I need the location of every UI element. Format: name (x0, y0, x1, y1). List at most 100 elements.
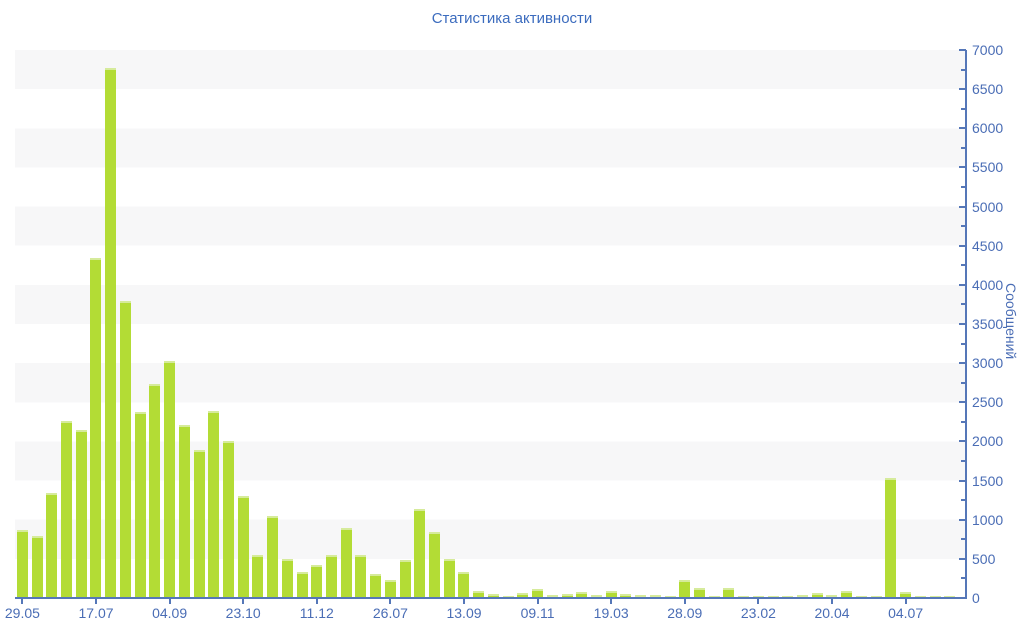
y-minor-tick (961, 146, 966, 149)
y-tick-label: 6000 (972, 120, 1004, 137)
bar-36 (532, 589, 544, 598)
y-axis-line (965, 50, 967, 599)
bar-11 (164, 361, 176, 598)
y-minor-tick (961, 107, 966, 110)
x-tick (168, 599, 171, 604)
bar-37 (546, 595, 558, 598)
y-major-tick (959, 440, 966, 443)
bar-26 (384, 580, 396, 598)
bar-24 (355, 555, 367, 598)
y-minor-tick (961, 577, 966, 580)
y-major-tick (959, 49, 966, 51)
x-tick-label: 13.09 (446, 605, 482, 621)
x-tick-label: 29.05 (4, 605, 40, 621)
bar-35 (517, 593, 529, 598)
y-tick-label: 0 (972, 590, 980, 606)
y-tick-label: 4000 (972, 276, 1004, 293)
bar-15 (222, 441, 234, 598)
x-tick (242, 599, 245, 604)
bar-33 (487, 594, 499, 598)
x-tick (757, 599, 760, 604)
y-major-tick (959, 597, 966, 599)
bar-1 (16, 530, 28, 598)
bar-54 (797, 595, 809, 598)
bar-17 (252, 555, 264, 598)
y-major-tick (959, 557, 966, 560)
bar-44 (649, 595, 661, 598)
bar-43 (635, 595, 647, 598)
bar-2 (31, 536, 43, 598)
bars-container (15, 50, 957, 598)
bar-29 (429, 532, 441, 598)
x-tick (389, 599, 392, 604)
y-tick-label: 5000 (972, 198, 1004, 215)
y-minor-tick (961, 499, 966, 502)
bar-10 (149, 384, 161, 598)
bar-7 (105, 68, 117, 598)
y-major-tick (959, 479, 966, 482)
x-tick-label: 20.04 (814, 605, 850, 621)
bar-13 (193, 450, 205, 598)
y-major-tick (959, 88, 966, 91)
y-tick-label: 3000 (972, 355, 1004, 372)
bar-39 (576, 592, 588, 598)
y-tick-label: 500 (972, 550, 996, 567)
y-tick-label: 7000 (972, 42, 1004, 58)
x-tick (904, 599, 907, 604)
bar-23 (340, 528, 352, 598)
bar-8 (119, 301, 131, 598)
bar-25 (370, 574, 382, 598)
y-tick-label: 4500 (972, 237, 1004, 254)
y-axis-title: Сообщений (1003, 283, 1019, 360)
x-tick-label: 28.09 (667, 605, 703, 621)
x-tick (610, 599, 613, 604)
bar-20 (296, 572, 308, 598)
y-tick-label: 6500 (972, 81, 1004, 98)
x-tick-label: 04.07 (888, 605, 924, 621)
bar-27 (399, 560, 411, 598)
bar-21 (311, 565, 323, 598)
x-tick-label: 09.11 (520, 605, 555, 621)
bar-3 (46, 493, 58, 598)
y-minor-tick (961, 342, 966, 345)
y-minor-tick (961, 186, 966, 188)
y-major-tick (959, 401, 966, 404)
bar-60 (885, 478, 897, 598)
bar-57 (841, 591, 853, 598)
y-minor-tick (961, 538, 966, 541)
x-tick (315, 599, 318, 604)
y-minor-tick (961, 420, 966, 423)
y-tick-label: 3500 (972, 316, 1004, 332)
plot-area (15, 50, 966, 598)
bar-19 (281, 559, 293, 598)
y-major-tick (959, 323, 966, 325)
y-tick-label: 5500 (972, 159, 1004, 176)
y-major-tick (959, 127, 966, 130)
bar-5 (75, 430, 87, 598)
bar-47 (693, 588, 705, 598)
bar-56 (826, 595, 838, 598)
y-major-tick (959, 244, 966, 247)
x-tick-label: 23.10 (225, 605, 261, 621)
x-tick (683, 599, 686, 604)
y-tick-label: 1000 (972, 511, 1004, 528)
bar-16 (237, 496, 249, 598)
y-tick-label: 1500 (972, 472, 1004, 489)
bar-6 (90, 258, 102, 598)
bar-31 (458, 572, 470, 598)
bar-55 (811, 593, 823, 598)
bar-9 (134, 412, 146, 598)
chart-title: Статистика активности (431, 10, 593, 27)
bar-49 (723, 588, 735, 598)
x-tick-label: 23.02 (740, 605, 776, 621)
bar-4 (61, 421, 73, 598)
y-tick-label: 2500 (972, 394, 1004, 411)
bar-41 (605, 591, 617, 598)
bar-18 (267, 516, 279, 598)
x-tick (95, 599, 97, 604)
y-major-tick (959, 166, 966, 169)
x-tick-label: 11.12 (299, 605, 334, 621)
bar-42 (620, 594, 632, 598)
y-minor-tick (961, 381, 966, 384)
y-major-tick (959, 283, 966, 286)
